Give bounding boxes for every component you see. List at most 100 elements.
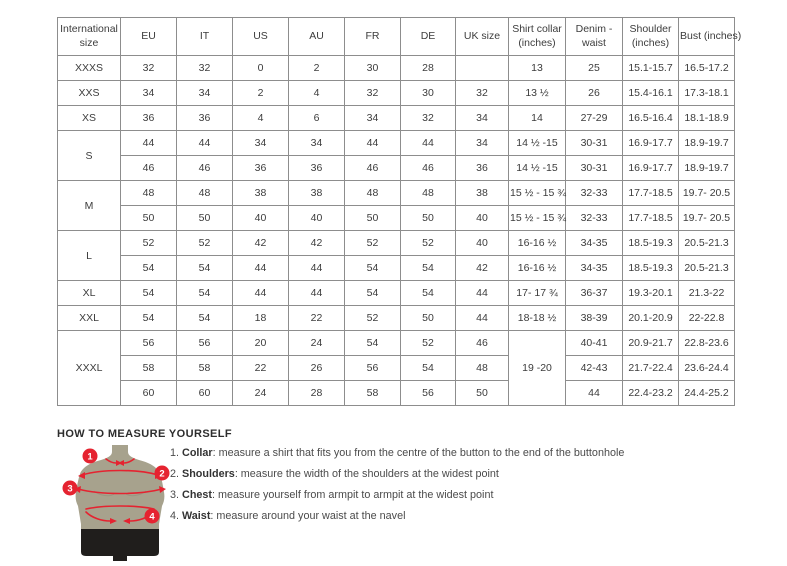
cell: 44 [232,280,289,306]
cell: 30 [400,80,456,106]
cell: 16.5-16.4 [622,105,679,131]
cell: 58 [176,355,233,381]
chest-measure-arrow [77,488,163,495]
cell: 18.1-18.9 [678,105,735,131]
cell: 54 [400,355,456,381]
cell: 54 [120,255,177,281]
measure-annotations [77,458,163,522]
cell [455,55,509,81]
cell: 15.4-16.1 [622,80,679,106]
cell: 36-37 [565,280,623,306]
cell: 21.3-22 [678,280,735,306]
cell: 4 [232,105,289,131]
cell: 56 [176,330,233,356]
cell: 44 [400,130,456,156]
cell: 15.1-15.7 [622,55,679,81]
cell: 30 [344,55,401,81]
cell: 18.9-19.7 [678,155,735,181]
waist-measure-arrow [85,511,111,522]
column-header-us: US [232,17,289,56]
cell: 52 [176,230,233,256]
cell-size: XXXS [57,55,121,81]
cell: 16.9-17.7 [622,155,679,181]
cell: 2 [232,80,289,106]
cell: 40 [455,230,509,256]
cell: 44 [344,130,401,156]
column-header-fr: FR [344,17,401,56]
cell: 34-35 [565,230,623,256]
measure-item-shoulders: 2. Shoulders: measure the width of the sh… [170,468,730,481]
cell: 19.3-20.1 [622,280,679,306]
measure-item-number: 3. [170,489,180,501]
cell: 34 [120,80,177,106]
measure-item-label: Collar [182,447,213,459]
cell-size: XXS [57,80,121,106]
cell: 16.9-17.7 [622,130,679,156]
column-header-it: IT [176,17,233,56]
cell: 21.7-22.4 [622,355,679,381]
table-row-xxxs: XXXS 32 32 0 2 30 28 13 25 15.1-15.7 16.… [57,55,735,81]
cell: 34-35 [565,255,623,281]
shoulders-measure-arrow [81,469,159,476]
cell: 13 ½ [508,80,566,106]
table-row-xs: XS 36 36 4 6 34 32 34 14 27-29 16.5-16.4… [57,105,735,131]
cell: 50 [400,205,456,231]
measure-item-label: Chest [182,489,213,501]
cell: 32 [400,105,456,131]
cell: 44 [455,305,509,331]
table-row-xxxl-1: XXXL 56 56 20 24 54 52 46 19 -20 40-41 2… [57,330,735,406]
cell: 54 [344,280,401,306]
measure-item-label: Waist [182,510,211,522]
cell: 52 [400,230,456,256]
table-row-s-2: 46 46 36 36 46 46 36 14 ½ -15 30-31 16.9… [58,155,735,181]
measure-item-label: Shoulders [182,468,235,480]
badge-4-circle [144,508,160,524]
measure-item-number: 2. [170,468,180,480]
cell: 16-16 ½ [508,230,566,256]
cell-size: XXXL [57,330,121,406]
column-header-international-size: International size [57,17,121,56]
cell-size: XXL [57,305,121,331]
measure-item-text: : measure around your waist at the navel [210,510,406,522]
column-header-shirt-collar: Shirt collar (inches) [508,17,566,56]
cell: 22-22.8 [678,305,735,331]
column-header-au: AU [288,17,345,56]
cell: 30-31 [565,155,623,181]
mannequin-figure: 1 2 3 4 [62,445,170,561]
cell: 2 [288,55,345,81]
cell: 54 [176,255,233,281]
cell: 32-33 [565,205,623,231]
cell: 36 [232,155,289,181]
cell: 44 [120,130,177,156]
cell: 52 [344,230,401,256]
cell: 48 [120,180,177,206]
measure-badges: 1 2 3 4 [62,448,170,524]
cell: 25 [565,55,623,81]
cell: 58 [120,355,177,381]
cell: 22.4-23.2 [622,380,679,406]
cell: 50 [400,305,456,331]
cell: 4 [288,80,345,106]
cell: 46 [400,155,456,181]
cell: 30-31 [565,130,623,156]
cell: 42 [232,230,289,256]
cell: 42 [288,230,345,256]
cell: 60 [176,380,233,406]
cell: 17- 17 ¾ [508,280,566,306]
cell: 38-39 [565,305,623,331]
cell: 44 [565,380,623,406]
table-row-xxl: XXL 54 54 18 22 52 50 44 18-18 ½ 38-39 2… [57,305,735,331]
cell: 46 [120,155,177,181]
cell: 17.3-18.1 [678,80,735,106]
measure-instructions-list: 1. Collar: measure a shirt that fits you … [170,447,730,531]
cell: 54 [120,305,177,331]
cell: 18 [232,305,289,331]
cell: 54 [176,280,233,306]
column-header-de: DE [400,17,456,56]
measure-item-number: 1. [170,447,180,459]
table-row-m-1: M 48 48 38 38 48 48 38 15 ½ - 15 ¾ 32-33… [57,180,735,231]
cell: 50 [176,205,233,231]
cell: 40 [455,205,509,231]
cell-size: M [57,180,121,231]
measure-arrowheads [74,460,166,524]
